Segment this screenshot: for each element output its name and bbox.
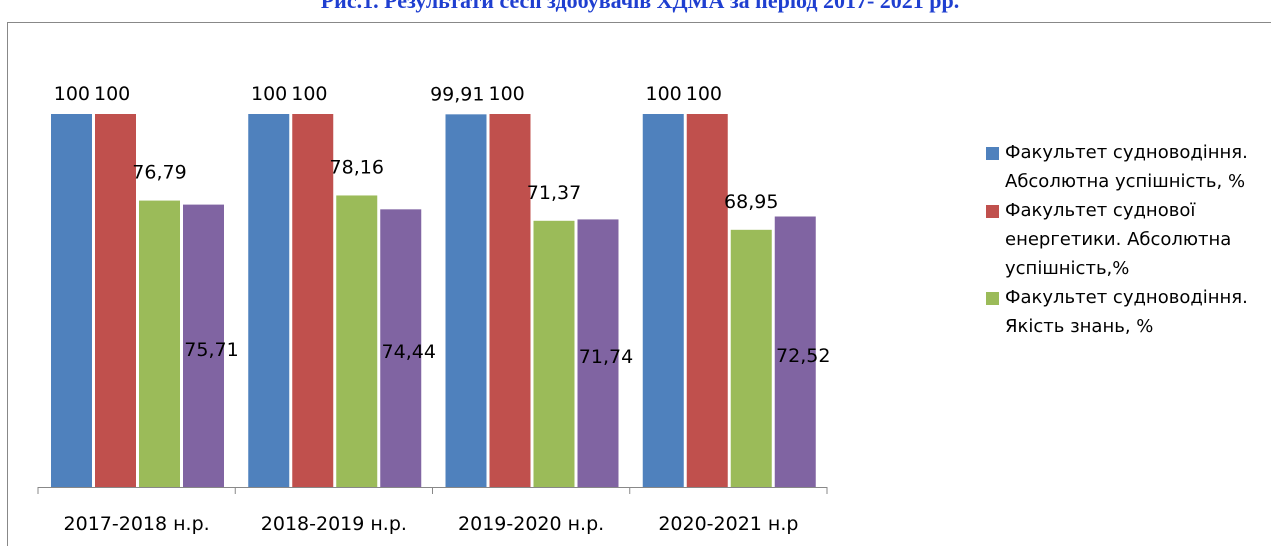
data-label: 100 [251,83,287,105]
bar [183,204,224,488]
legend-swatch [986,205,999,218]
legend-label: Факультет судноводіння. Якість знань, % [1005,287,1248,337]
legend-item: Факультет судноводіння. Абсолютна успішн… [986,138,1256,196]
data-label: 100 [54,83,90,105]
data-label: 100 [686,83,722,105]
data-label: 100 [489,83,525,105]
x-tick-label: 2019-2020 н.р. [458,513,604,535]
data-label: 74,44 [382,341,436,363]
x-tick-label: 2020-2021 н.р [658,513,798,535]
bar [533,220,575,487]
data-label: 100 [94,83,130,105]
legend-swatch [986,147,999,160]
bar [577,219,619,488]
data-label: 71,74 [579,346,633,368]
legend-label: Факультет суднової енергетики. Абсолютна… [1005,200,1232,279]
x-tick-label: 2018-2019 н.р. [261,513,407,535]
bar [336,195,378,487]
legend-item: Факультет судноводіння. Якість знань, % [986,283,1256,341]
bar [51,114,92,487]
bar [380,209,422,487]
bar [139,200,180,487]
data-label: 71,37 [527,182,581,204]
data-label: 75,71 [184,339,238,361]
bar [642,114,684,487]
data-label: 68,95 [724,191,778,213]
data-label: 72,52 [776,345,830,367]
bar [774,216,816,487]
bar [730,229,772,487]
data-label: 76,79 [132,162,186,184]
data-label: 99,91 [430,83,484,105]
legend-swatch [986,292,999,305]
legend-item: Факультет суднової енергетики. Абсолютна… [986,196,1256,283]
bar [292,114,334,487]
bar [445,114,487,488]
data-label: 78,16 [330,156,384,178]
chart-frame [7,22,1271,546]
data-label: 100 [291,83,327,105]
legend-label: Факультет судноводіння. Абсолютна успішн… [1005,142,1248,192]
chart-title: Рис.1. Результати сесії здобувачів ХДМА … [321,0,960,13]
bar [248,114,290,487]
bar [95,114,136,487]
x-tick-label: 2017-2018 н.р. [64,513,210,535]
bar [686,114,728,487]
legend: Факультет судноводіння. Абсолютна успішн… [986,138,1256,341]
bar [489,114,531,487]
data-label: 100 [645,83,681,105]
